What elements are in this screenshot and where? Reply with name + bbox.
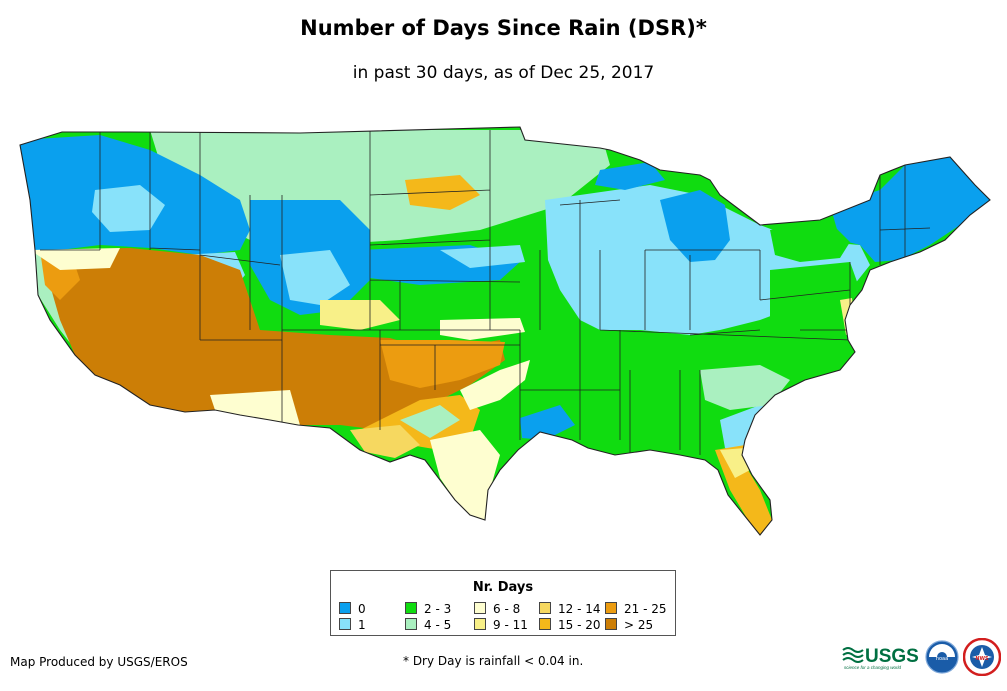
legend-item-9-11: 9 - 11 bbox=[474, 618, 528, 632]
legend-item-gt-25: > 25 bbox=[605, 618, 653, 632]
legend-label: > 25 bbox=[624, 618, 654, 632]
legend-label: 12 - 14 bbox=[558, 602, 601, 616]
legend-swatch-gt-25 bbox=[605, 618, 617, 630]
map-credit: Map Produced by USGS/EROS bbox=[10, 655, 188, 669]
legend-item-1: 1 bbox=[339, 618, 366, 632]
legend-item-4-5: 4 - 5 bbox=[405, 618, 451, 632]
map-title: Number of Days Since Rain (DSR)* bbox=[300, 16, 707, 40]
legend-swatch-12-14 bbox=[539, 602, 551, 614]
noaa-logo: noaa bbox=[925, 640, 959, 674]
nws-logo: NWS bbox=[963, 638, 1001, 676]
us-dsr-map bbox=[19, 126, 991, 536]
legend-item-15-20: 15 - 20 bbox=[539, 618, 601, 632]
legend-swatch-2-3 bbox=[405, 602, 417, 614]
legend-title: Nr. Days bbox=[472, 580, 534, 595]
legend-item-0: 0 bbox=[339, 602, 366, 616]
legend-label: 4 - 5 bbox=[424, 618, 452, 632]
legend-label: 6 - 8 bbox=[493, 602, 521, 616]
legend-item-6-8: 6 - 8 bbox=[474, 602, 520, 616]
legend-label: 1 bbox=[358, 618, 366, 632]
map-subtitle: in past 30 days, as of Dec 25, 2017 bbox=[352, 63, 655, 83]
usgs-logo-text: USGS bbox=[865, 646, 919, 667]
legend-label: 21 - 25 bbox=[624, 602, 667, 616]
legend-swatch-9-11 bbox=[474, 618, 486, 630]
legend-swatch-6-8 bbox=[474, 602, 486, 614]
legend-label: 0 bbox=[358, 602, 366, 616]
legend-item-12-14: 12 - 14 bbox=[539, 602, 601, 616]
usgs-logo: USGS science for a changing world bbox=[842, 646, 919, 670]
legend-label: 2 - 3 bbox=[424, 602, 452, 616]
legend-swatch-1 bbox=[339, 618, 351, 630]
legend-swatch-21-25 bbox=[605, 602, 617, 614]
legend-item-21-25: 21 - 25 bbox=[605, 602, 667, 616]
nws-logo-text: NWS bbox=[975, 656, 989, 662]
legend-label: 15 - 20 bbox=[558, 618, 601, 632]
legend-item-2-3: 2 - 3 bbox=[405, 602, 451, 616]
usgs-tagline: science for a changing world bbox=[844, 665, 902, 670]
map-legend: Nr. Days 0 1 2 - 3 4 - 5 6 - 8 9 - 11 12… bbox=[330, 570, 676, 636]
dry-day-footnote: * Dry Day is rainfall < 0.04 in. bbox=[403, 654, 584, 668]
legend-label: 9 - 11 bbox=[493, 618, 528, 632]
legend-swatch-0 bbox=[339, 602, 351, 614]
legend-swatch-4-5 bbox=[405, 618, 417, 630]
noaa-logo-text: noaa bbox=[936, 656, 948, 662]
legend-swatch-15-20 bbox=[539, 618, 551, 630]
